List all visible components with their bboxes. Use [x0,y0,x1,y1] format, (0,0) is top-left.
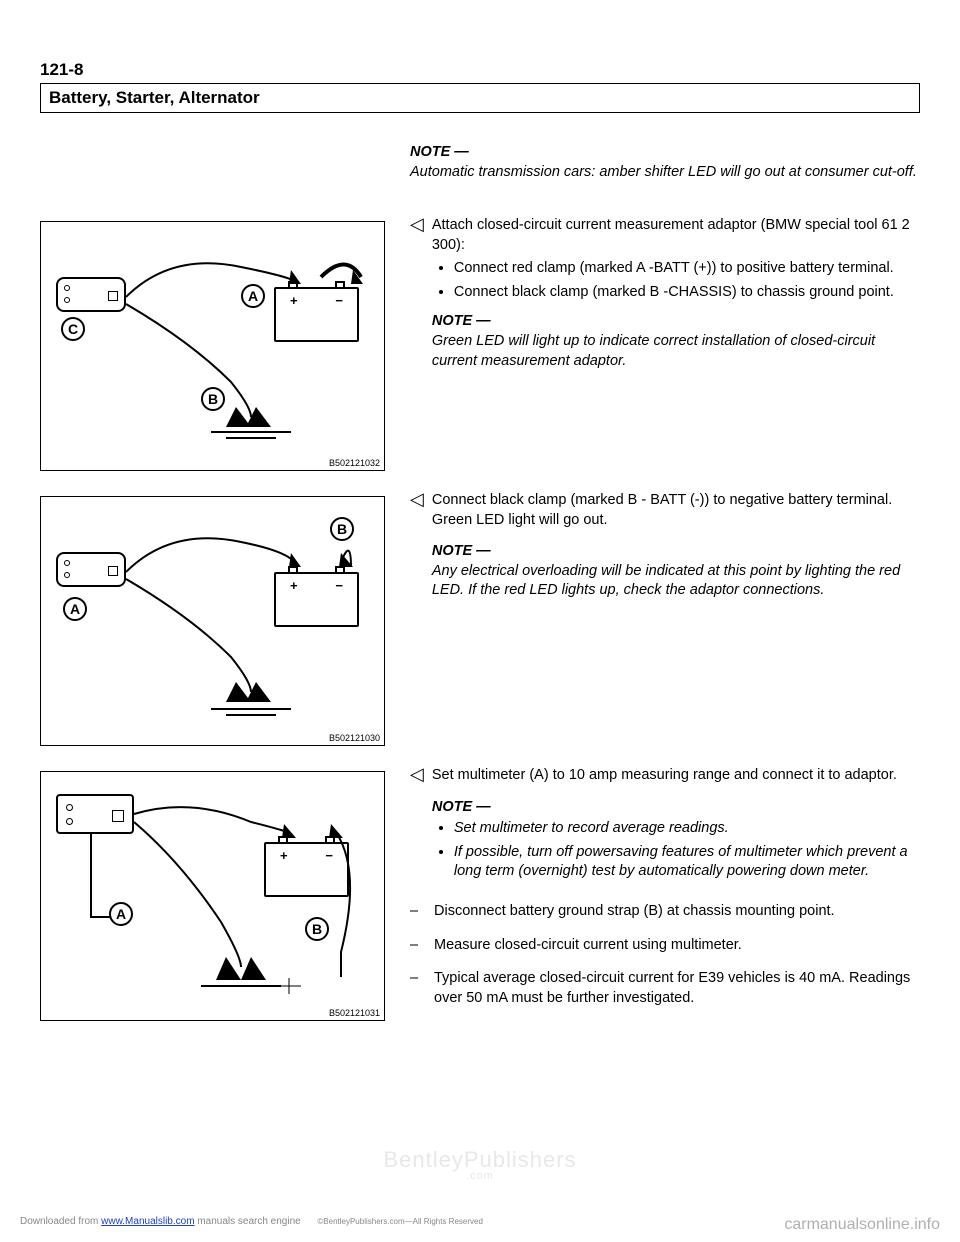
header-box: Battery, Starter, Alternator [40,83,920,113]
top-note-row: NOTE — Automatic transmission cars: ambe… [40,143,920,196]
dash-instruction: – Disconnect battery ground strap (B) at… [410,902,920,922]
bullet-item: Connect red clamp (marked A -BATT (+)) t… [454,259,920,279]
label-c: C [61,317,85,341]
dash-instruction: – Measure closed-circuit current using m… [410,936,920,956]
dash-icon: – [410,969,422,1008]
arrow-left-icon: ◁ [410,215,424,385]
site-watermark: carmanualsonline.info [784,1216,940,1233]
footer-right: carmanualsonline.info [784,1216,940,1234]
note-text: Green LED will light up to indicate corr… [432,332,920,371]
note-bullet-item: Set multimeter to record average reading… [454,819,920,839]
manualslib-link[interactable]: www.Manualslib.com [101,1216,194,1227]
watermark-subtext: .com [383,1171,576,1182]
note-bullet-list: Set multimeter to record average reading… [454,819,920,882]
section-2: + − A B B502121030 [40,491,920,746]
watermark-text: BentleyPublishers [383,1149,576,1171]
figure-id: B502121032 [329,458,380,468]
figure-2: + − A B B502121030 [40,496,385,746]
section-1: + − C A B B502121032 [40,216,920,471]
dash-instruction: – Typical average closed-circuit current… [410,969,920,1008]
dash-text: Measure closed-circuit current using mul… [434,936,920,956]
watermark: BentleyPublishers .com [383,1149,576,1182]
section-title: Battery, Starter, Alternator [49,88,260,107]
instruction-arrow: ◁ Set multimeter (A) to 10 amp measuring… [410,766,920,896]
wires-icon [41,772,384,1020]
instruction-arrow: ◁ Attach closed-circuit current measurem… [410,216,920,385]
label-b: B [305,917,329,941]
note-label: NOTE — [410,143,920,163]
note-label: NOTE — [432,312,920,332]
label-b: B [330,517,354,541]
footer-copyright: ©BentleyPublishers.com—All Rights Reserv… [317,1217,483,1226]
page-container: 121-8 Battery, Starter, Alternator NOTE … [0,0,960,1022]
dash-icon: – [410,902,422,922]
label-a: A [241,284,265,308]
note-text: Any electrical overloading will be indic… [432,562,920,601]
note-label: NOTE — [432,542,920,562]
instruction-text: Connect black clamp (marked B - BATT (-)… [432,491,920,530]
figure-3: + − A B B502121031 [40,771,385,1021]
bullet-item: Connect black clamp (marked B -CHASSIS) … [454,283,920,303]
arrow-left-icon: ◁ [410,765,424,896]
label-a: A [63,597,87,621]
note-bullet-item: If possible, turn off powersaving featur… [454,843,920,882]
bullet-list: Connect red clamp (marked A -BATT (+)) t… [454,259,920,302]
arrow-left-icon: ◁ [410,490,424,615]
section-3: + − A B B502121031 [40,766,920,1022]
page-footer: Downloaded from www.Manualslib.com manua… [0,1216,960,1234]
footer-left: Downloaded from www.Manualslib.com manua… [20,1216,483,1234]
figure-1: + − C A B B502121032 [40,221,385,471]
figure-id: B502121031 [329,1008,380,1018]
wires-icon [41,222,384,470]
page-number: 121-8 [40,60,920,80]
label-b: B [201,387,225,411]
label-a: A [109,902,133,926]
figure-id: B502121030 [329,733,380,743]
instruction-text: Set multimeter (A) to 10 amp measuring r… [432,766,920,786]
instruction-arrow: ◁ Connect black clamp (marked B - BATT (… [410,491,920,615]
instruction-text: Attach closed-circuit current measuremen… [432,217,910,253]
note-label: NOTE — [432,798,920,818]
dash-text: Typical average closed-circuit current f… [434,969,920,1008]
dash-text: Disconnect battery ground strap (B) at c… [434,902,920,922]
dash-icon: – [410,936,422,956]
note-text: Automatic transmission cars: amber shift… [410,163,920,183]
